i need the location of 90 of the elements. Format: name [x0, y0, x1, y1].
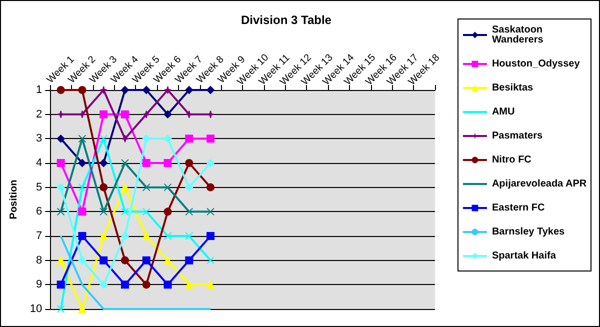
legend-label: Pasmaters: [492, 130, 543, 142]
point: [100, 86, 108, 94]
y-tick-label: 3: [36, 132, 42, 145]
point: [185, 232, 194, 240]
point: [100, 183, 108, 192]
y-tick-label: 8: [36, 254, 42, 266]
point: [164, 110, 172, 118]
point: [185, 280, 194, 289]
legend-label: Eastern FC: [492, 202, 545, 214]
point: [185, 134, 194, 143]
y-tick-label: 4: [36, 157, 42, 169]
point: [56, 305, 65, 313]
point: [164, 183, 172, 192]
y-tick-label: 7: [36, 230, 42, 242]
point: [185, 256, 194, 264]
legend-label: AMU: [492, 106, 515, 118]
point: [142, 110, 150, 118]
point: [185, 159, 194, 167]
point: [56, 134, 65, 143]
point: [120, 208, 129, 216]
point: [185, 86, 194, 94]
point: [164, 86, 172, 94]
point: [142, 256, 150, 264]
y-tick-label: 9: [36, 278, 42, 291]
point: [100, 159, 108, 167]
legend-label: Besiktas: [492, 82, 534, 94]
point: [185, 183, 194, 192]
point: [142, 183, 150, 192]
point: [142, 208, 150, 216]
legend-label: Nitro FC: [492, 154, 532, 166]
legend-label: Spartak Haifa: [492, 250, 556, 262]
point: [164, 134, 172, 143]
y-tick-label: 6: [36, 206, 42, 218]
point: [142, 134, 150, 143]
point: [100, 208, 108, 216]
point: [206, 183, 214, 192]
y-tick-label: 10: [30, 303, 42, 315]
point: [206, 208, 214, 216]
point: [78, 86, 86, 94]
point: [100, 110, 108, 118]
point: [100, 232, 108, 240]
point: [120, 232, 129, 240]
point: [164, 256, 172, 264]
legend-label: Houston_Odyssey: [492, 58, 580, 70]
point: [120, 183, 129, 192]
y-tick-label: 2: [36, 108, 42, 120]
point: [78, 134, 86, 143]
point: [206, 134, 214, 143]
point: [100, 280, 108, 289]
point: [78, 256, 86, 264]
y-axis-title: Position: [8, 180, 20, 220]
point: [100, 134, 108, 143]
point: [56, 159, 65, 167]
point: [164, 232, 172, 240]
point: [164, 280, 172, 289]
point: [142, 86, 150, 94]
point: [206, 256, 214, 264]
point: [120, 159, 129, 167]
point: [120, 86, 129, 94]
point: [78, 208, 86, 216]
point: [142, 159, 150, 167]
point: [120, 134, 129, 143]
point: [100, 256, 108, 264]
legend-label: Barnsley Tykes: [492, 226, 566, 238]
point: [142, 280, 150, 289]
legend-label: Saskatoon Wanderers: [492, 24, 546, 46]
point: [206, 159, 214, 167]
point: [78, 183, 86, 192]
point: [56, 183, 65, 192]
point: [164, 159, 172, 167]
point: [120, 256, 129, 264]
point: [142, 232, 150, 240]
point: [120, 280, 129, 289]
point: [206, 86, 214, 94]
point: [164, 208, 172, 216]
point: [120, 110, 129, 118]
y-tick-label: 5: [36, 181, 42, 194]
point: [56, 280, 65, 289]
chart-title: Division 3 Table: [241, 13, 332, 27]
legend-label: Apijarevoleada APR: [492, 178, 588, 190]
point: [78, 159, 86, 167]
point: [185, 208, 194, 216]
y-tick-label: 1: [36, 84, 42, 96]
point: [206, 232, 214, 240]
point: [56, 256, 65, 264]
point: [78, 305, 86, 313]
point: [78, 232, 86, 240]
point: [56, 86, 65, 94]
point: [206, 280, 214, 289]
point: [56, 208, 65, 216]
